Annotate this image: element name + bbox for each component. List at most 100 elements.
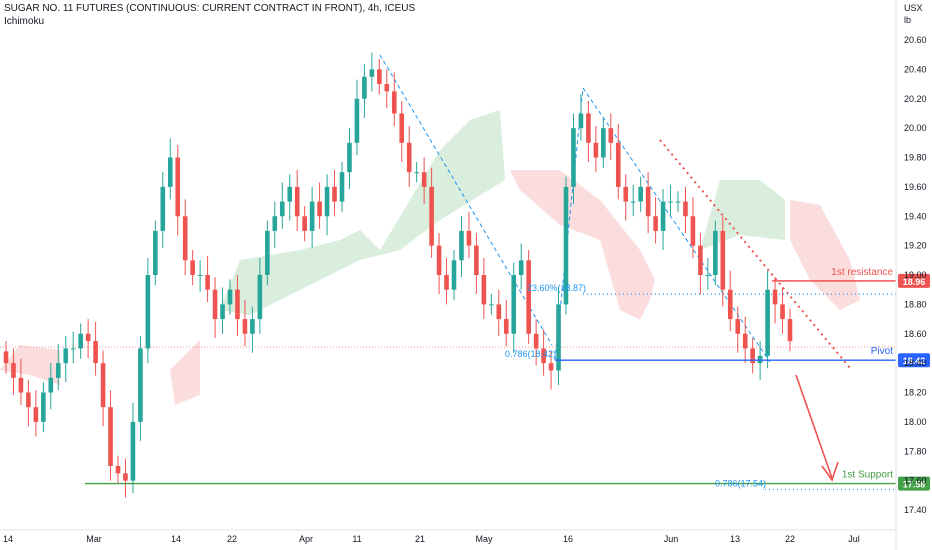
x-tick-label: Mar — [86, 534, 102, 544]
candle-body — [138, 348, 143, 422]
candle-body — [391, 91, 397, 114]
candle-body — [503, 319, 509, 334]
price-badge — [898, 273, 930, 288]
candle-body — [690, 216, 696, 246]
y-tick-label: 18.60 — [904, 329, 927, 339]
candle-body — [3, 351, 9, 364]
candle-body — [526, 260, 531, 334]
candle-body — [675, 201, 681, 203]
y-tick-label: 18.00 — [904, 417, 927, 427]
candle-body — [279, 201, 285, 217]
candle-body — [772, 289, 778, 305]
candle-body — [93, 341, 98, 364]
candle-body — [182, 216, 188, 261]
x-tick-label: Jul — [848, 534, 860, 544]
candle-body — [421, 172, 427, 187]
trend-channel-line — [582, 87, 771, 363]
candle-body — [115, 465, 121, 474]
price-badge-value: 18.96 — [903, 277, 926, 287]
candle-body — [130, 421, 136, 481]
candle-body — [601, 128, 606, 158]
candle-body — [451, 260, 457, 290]
cloud-bear — [510, 170, 655, 320]
candle-body — [197, 275, 203, 276]
level-label: Pivot — [871, 346, 893, 357]
candle-body — [698, 245, 703, 275]
candle-body — [720, 230, 726, 290]
y-tick-label: 19.60 — [904, 182, 927, 192]
candle-body — [541, 348, 546, 364]
y-tick-label: 18.80 — [904, 299, 927, 309]
fib-label: 0.786(17.54) — [715, 478, 766, 488]
candle-body — [55, 363, 61, 378]
x-tick-label: Jun — [664, 534, 679, 544]
candle-body — [742, 333, 748, 349]
candle-body — [548, 363, 554, 371]
cloud-bear — [0, 345, 60, 385]
candle-body — [735, 319, 741, 334]
candle-body — [317, 201, 322, 217]
x-tick-label: Apr — [299, 534, 313, 544]
candle-body — [160, 186, 166, 231]
candle-body — [533, 333, 539, 349]
candle-body — [294, 186, 300, 217]
candle-body — [727, 289, 733, 320]
candle-body — [481, 275, 487, 305]
candle-body — [63, 348, 69, 364]
candle-body — [377, 69, 382, 85]
candle-body — [496, 304, 502, 320]
candle-body — [630, 201, 636, 203]
y-tick-label: 18.20 — [904, 388, 927, 398]
candle-body — [205, 275, 210, 290]
candle-body — [399, 113, 405, 143]
y-tick-label: 19.20 — [904, 241, 927, 251]
y-tick-label: 20.60 — [904, 35, 927, 45]
level-label: 1st Support — [842, 470, 893, 481]
candle-body — [780, 304, 785, 320]
x-tick-label: 22 — [227, 534, 237, 544]
candle-body — [265, 230, 270, 275]
candle-body — [608, 128, 614, 143]
price-badge — [898, 476, 930, 491]
candle-body — [48, 377, 54, 393]
y-tick-label: 18.40 — [904, 358, 927, 368]
candle-body — [362, 76, 367, 99]
y-tick-label: 19.80 — [904, 153, 927, 163]
candle-body — [765, 289, 770, 356]
x-tick-label: 16 — [563, 534, 573, 544]
candle-body — [459, 230, 464, 261]
down-arrow-icon — [795, 374, 833, 479]
y-axis: 20.60 20.40 20.20 20.00 19.80 19.60 19.40 19.20… — [895, 0, 927, 550]
candle-body — [489, 304, 494, 306]
candle-body — [369, 69, 375, 77]
candle-body — [474, 245, 479, 275]
x-axis: 14 Mar 14 22 Apr 11 21 May 16 Jun 13 22 Jul — [0, 529, 896, 544]
candle-body — [586, 113, 591, 143]
candle-body — [175, 157, 181, 217]
y-tick-label: 19.40 — [904, 211, 927, 221]
candle-body — [242, 319, 248, 334]
candle-body — [332, 186, 337, 202]
trend-channel-line — [379, 54, 553, 346]
candle-body — [227, 289, 233, 305]
candle-body — [272, 216, 278, 231]
candle-body — [212, 289, 218, 320]
candle-body — [257, 275, 263, 320]
candle-body — [33, 407, 39, 422]
cloud-bear — [790, 200, 860, 310]
candle-body — [556, 304, 561, 371]
y-tick-label: 17.40 — [904, 505, 927, 515]
x-tick-label: 13 — [730, 534, 740, 544]
x-tick-label: 22 — [785, 534, 795, 544]
x-tick-label: 11 — [352, 534, 361, 544]
candle-body — [713, 230, 718, 275]
candle-body — [302, 216, 307, 231]
unit-label: lb — [904, 15, 912, 25]
candle-body — [108, 407, 113, 466]
indicator-label: Ichimoku — [4, 16, 45, 27]
x-tick-label: 14 — [3, 534, 13, 544]
candle-body — [466, 230, 472, 246]
candle-body — [250, 319, 255, 334]
x-tick-label: 14 — [171, 534, 181, 544]
